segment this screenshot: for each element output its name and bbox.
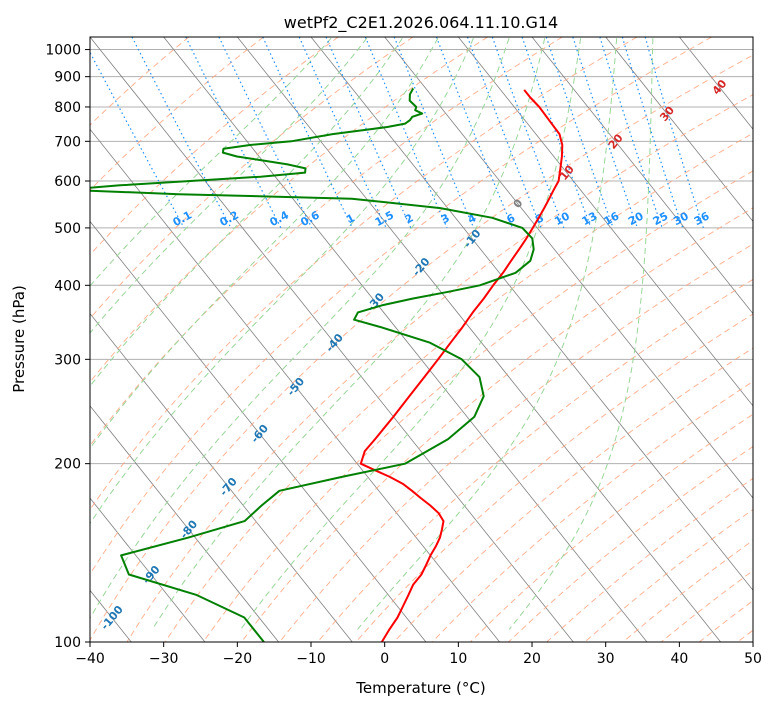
mixing-ratio-line	[599, 37, 663, 229]
mixing-ratio-line	[90, 51, 185, 229]
isotherm-line	[605, 37, 753, 223]
x-tick-label: −40	[75, 651, 105, 667]
dry-adiabat-line	[393, 347, 753, 642]
y-tick-label: 200	[54, 457, 81, 473]
x-tick-label: 0	[380, 651, 389, 667]
isotherm-line	[531, 37, 753, 315]
isotherm-line	[163, 37, 648, 642]
x-tick-label: 30	[597, 651, 615, 667]
x-tick-label: −10	[296, 651, 326, 667]
isotherm-line	[384, 37, 753, 499]
x-axis-label: Temperature (°C)	[355, 679, 485, 697]
mixing-ratio-line	[466, 37, 542, 229]
isotherm-line	[90, 313, 353, 642]
moist-adiabat-line	[90, 37, 368, 334]
moist-adiabat-line	[90, 38, 510, 620]
plot-frame	[89, 36, 754, 643]
dry-adiabat-line	[90, 37, 190, 126]
moist-adiabat-line	[90, 37, 474, 525]
x-tick-label: −20	[223, 651, 253, 667]
moist-adiabat-line	[151, 38, 546, 630]
y-tick-label: 400	[54, 278, 81, 294]
isotherm-line	[237, 37, 721, 642]
isotherm-line	[90, 405, 279, 642]
moist-adiabat-line	[90, 37, 403, 387]
moist-adiabat-line	[240, 38, 582, 630]
y-tick-label: 100	[54, 635, 81, 651]
y-tick-label: 700	[54, 134, 81, 150]
x-axis: −40 −30 −20 −10 0 10 20 30 40 50	[75, 642, 762, 667]
dry-adiabat-line	[90, 37, 414, 320]
dry-adiabat-line	[90, 37, 488, 383]
temperature-profile-line	[359, 89, 564, 642]
mixing-ratio-label: 36	[692, 209, 712, 228]
isotherm-line	[458, 37, 753, 407]
y-tick-label: 500	[54, 221, 81, 237]
mixing-ratio-line	[644, 37, 704, 229]
mixing-ratio-line	[572, 37, 639, 229]
dewpoint-profile-line	[90, 87, 535, 642]
background-lines	[90, 37, 753, 642]
isotherm-line	[90, 220, 427, 642]
mixing-ratio-label: 30	[671, 209, 691, 228]
dry-adiabat-line	[90, 37, 638, 511]
mixing-ratio-line	[218, 37, 313, 229]
dry-adiabat-line	[126, 93, 753, 642]
isotherm-line	[90, 37, 574, 642]
mixing-ratio-line	[298, 37, 387, 229]
dry-adiabat-line	[202, 170, 753, 642]
y-tick-label: 600	[54, 174, 81, 190]
mixing-ratio-label: 25	[651, 209, 671, 228]
y-tick-label: 900	[54, 70, 81, 86]
y-tick-label: 1000	[45, 43, 81, 59]
x-tick-label: 20	[523, 651, 541, 667]
mixing-ratio-label: 13	[580, 209, 600, 228]
dry-adiabat-line	[355, 313, 753, 642]
moist-adiabat-line	[90, 37, 439, 450]
dry-adiabat-line	[317, 278, 753, 642]
x-tick-label: 40	[670, 651, 688, 667]
isotherm-line	[90, 128, 500, 642]
dry-adiabat-line	[164, 132, 753, 642]
mixing-ratio-label: 20	[626, 209, 646, 228]
sounding-profiles	[90, 87, 564, 642]
x-tick-label: −30	[149, 651, 179, 667]
y-tick-label: 300	[54, 352, 81, 368]
isotherm-line	[90, 497, 206, 642]
y-tick-label: 800	[54, 100, 81, 116]
mixing-ratio-line	[621, 37, 684, 229]
mixing-ratio-label: 16	[602, 209, 622, 228]
y-axis: 100 200 300 400 500 600 700 800 900 1000	[45, 43, 90, 651]
chart-title: wetPf2_C2E1.2026.064.11.10.G14	[284, 13, 558, 33]
dry-adiabat-line	[90, 54, 753, 641]
x-tick-label: 50	[744, 651, 762, 667]
x-tick-label: 10	[449, 651, 467, 667]
y-axis-label: Pressure (hPa)	[10, 285, 28, 393]
moist-adiabat-line	[508, 38, 654, 630]
dry-adiabat-line	[90, 37, 712, 575]
mixing-ratio-line	[262, 37, 353, 229]
dry-adiabat-line	[90, 37, 563, 447]
mixing-ratio-label: 10	[552, 209, 572, 228]
mixing-ratio-line	[435, 37, 514, 229]
